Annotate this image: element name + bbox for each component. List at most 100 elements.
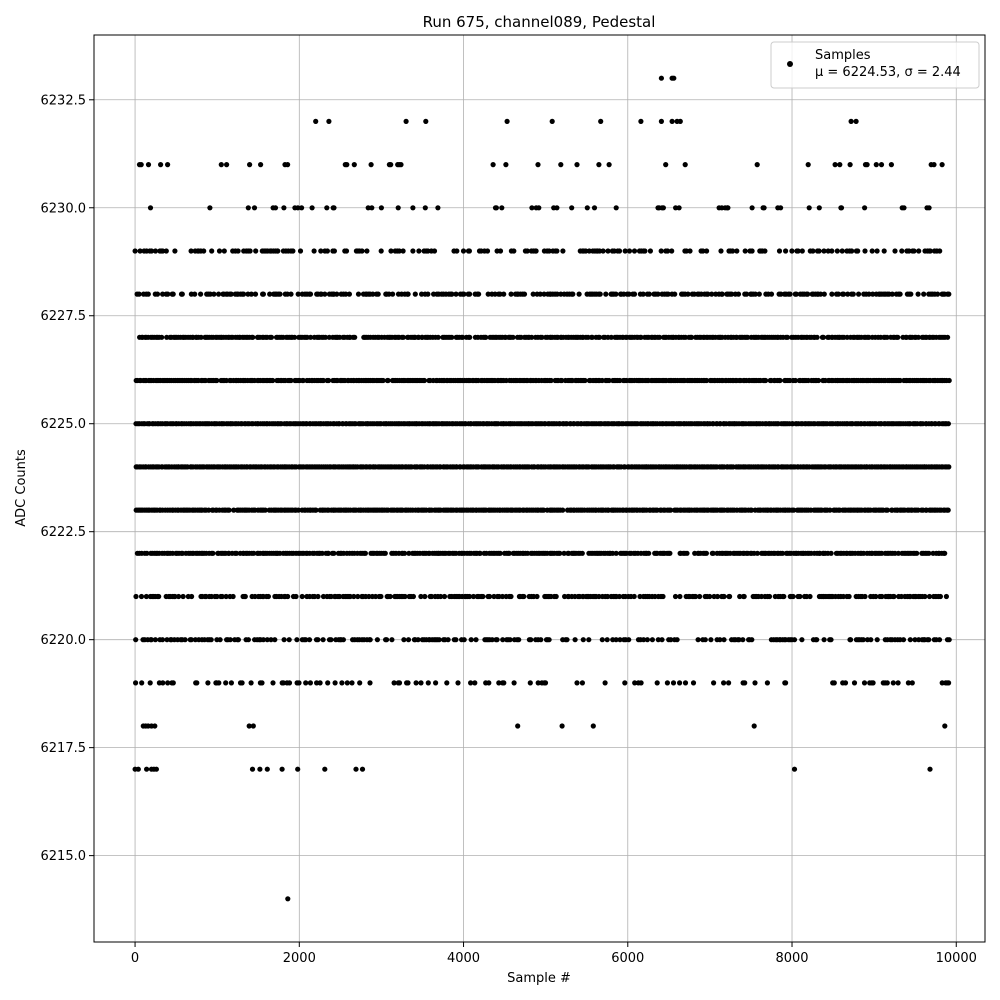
legend-series-label: Samples (815, 48, 871, 63)
data-point (226, 507, 232, 513)
data-point (351, 162, 357, 168)
data-point (415, 637, 421, 643)
data-point (884, 680, 890, 686)
data-point (654, 680, 660, 686)
data-point (334, 291, 340, 297)
data-point (752, 680, 758, 686)
data-point (403, 118, 409, 124)
y-tick-label: 6232.5 (41, 93, 87, 108)
data-point (352, 334, 358, 340)
data-point (391, 680, 397, 686)
data-point (693, 593, 699, 600)
data-point (707, 593, 713, 600)
data-point (873, 593, 879, 600)
data-point (295, 507, 301, 513)
data-point (455, 680, 461, 686)
data-point (252, 291, 259, 297)
data-point (862, 593, 868, 600)
data-point (503, 162, 509, 168)
data-point (154, 291, 161, 297)
data-point (821, 291, 827, 297)
data-point (754, 550, 761, 556)
data-point (850, 291, 856, 297)
axis-ticks: 0 2000 4000 6000 8000 10000 6215.0 6217.5 6220.0… (41, 93, 977, 966)
data-point (741, 593, 747, 600)
data-point (664, 680, 671, 686)
data-point (677, 680, 683, 686)
data-point (496, 680, 502, 686)
data-point (660, 205, 667, 211)
data-point (337, 593, 343, 600)
data-point (626, 291, 632, 297)
data-point (684, 550, 690, 556)
data-point (740, 637, 746, 643)
data-point (268, 637, 274, 643)
data-point (528, 637, 534, 643)
data-point (895, 550, 902, 556)
data-point (497, 291, 503, 297)
data-point (216, 291, 222, 297)
data-point (542, 680, 549, 686)
data-point (631, 291, 638, 297)
data-point (861, 680, 868, 686)
data-point (668, 637, 674, 643)
data-point (364, 248, 370, 254)
data-point (401, 637, 407, 643)
chart-title: Run 675, channel089, Pedestal (423, 13, 656, 31)
data-point (461, 637, 467, 643)
data-point (344, 162, 350, 168)
grid (94, 35, 985, 942)
data-point (500, 637, 506, 643)
data-point (704, 377, 710, 384)
data-point (945, 507, 951, 513)
data-point (264, 766, 270, 772)
data-point (303, 637, 309, 643)
data-point (878, 162, 885, 168)
data-point (787, 291, 793, 297)
data-point (838, 205, 845, 211)
data-point (216, 680, 222, 686)
data-point (306, 637, 313, 643)
data-point (945, 334, 951, 340)
data-point (646, 550, 652, 556)
data-point (158, 162, 164, 168)
data-point (936, 637, 943, 643)
data-point (347, 593, 353, 600)
data-point (180, 593, 186, 600)
data-point (286, 637, 292, 643)
data-point (792, 377, 799, 384)
data-point (281, 205, 287, 211)
data-point (535, 680, 541, 686)
data-point (375, 291, 381, 297)
data-point (781, 593, 787, 600)
data-point (449, 334, 455, 340)
data-point (776, 248, 783, 254)
data-point (267, 291, 273, 297)
data-point (749, 248, 755, 254)
data-point (791, 507, 797, 513)
data-point (911, 248, 917, 254)
data-point (418, 680, 424, 686)
data-point (763, 377, 769, 384)
data-point (433, 680, 439, 686)
data-point (422, 593, 428, 600)
data-point (579, 680, 586, 686)
data-point (477, 550, 483, 556)
data-point (362, 550, 368, 556)
data-point (272, 205, 279, 211)
data-point (516, 637, 522, 643)
data-point (943, 593, 950, 600)
data-point (931, 162, 937, 168)
data-point (355, 593, 361, 600)
data-point (766, 593, 773, 600)
data-point (541, 507, 547, 513)
data-point (890, 680, 896, 686)
data-point (295, 291, 301, 297)
data-point (659, 637, 665, 643)
data-point (655, 637, 661, 643)
data-point (405, 680, 411, 686)
data-point (436, 637, 442, 643)
data-point (816, 205, 822, 211)
data-point (748, 507, 755, 513)
data-point (721, 680, 727, 686)
